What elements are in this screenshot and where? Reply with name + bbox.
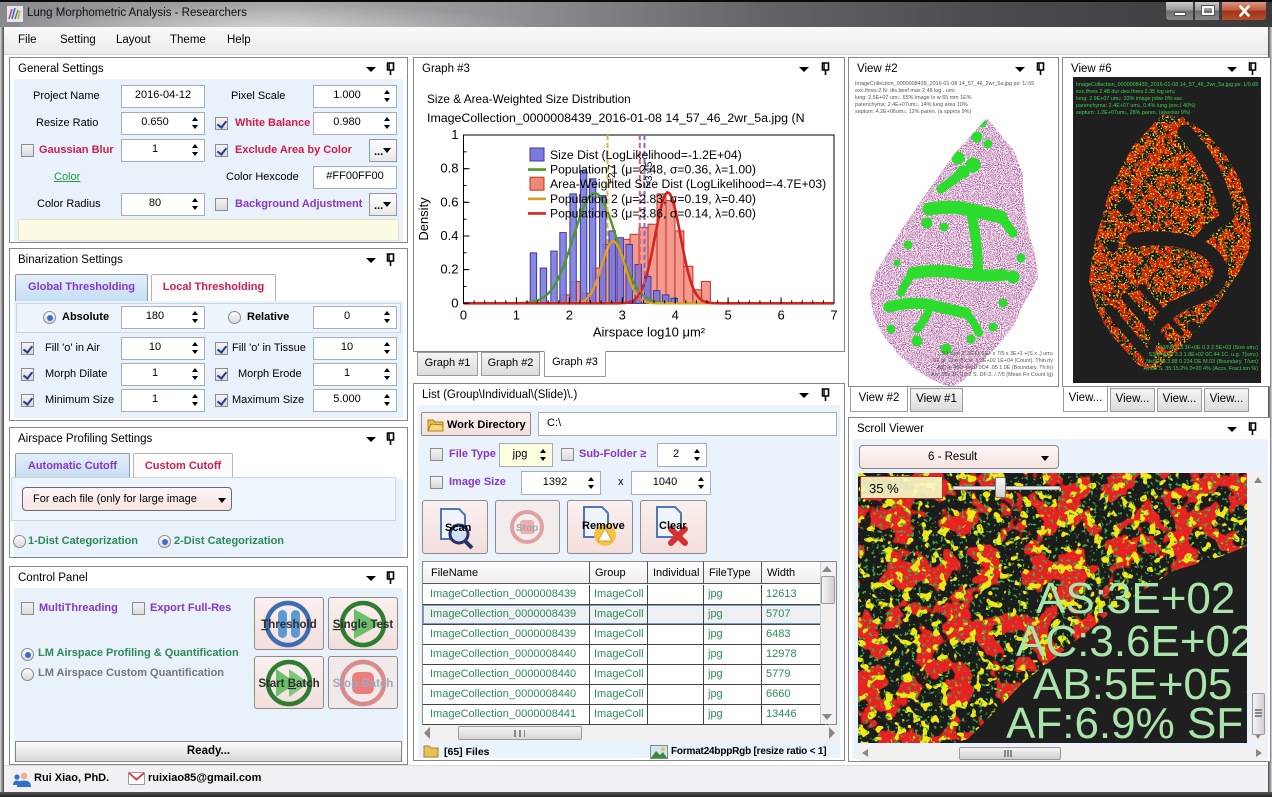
svg-text:parenchyma: 2.4E+07um2, 14% lu: parenchyma: 2.4E+07um2, 14% lung area 10…: [855, 102, 968, 108]
svg-text:ImageCollection_0000008439_201: ImageCollection_0000008439_2016-01-08 14…: [1076, 82, 1258, 88]
svg-text:lung: 2.9E+07 um2, 33% image: lung: 2.9E+07 um2, 33% image jnbw 0% sac…: [1076, 96, 1184, 102]
svg-text:Av:80 S. 35:15.2% 0=20 4% (Acc: Av:80 S. 35:15.2% 0=20 4% (Accs. Fract.i…: [1143, 366, 1258, 372]
svg-text:0: 0: [451, 295, 458, 310]
svg-text:S3/0=4.02 3.3 1.8E+02 0C.44 1C: S3/0=4.02 3.3 1.8E+02 0C.44 1C. u.g. 7(u…: [1148, 352, 1258, 358]
svg-text:Remove: Remove: [582, 520, 625, 532]
svg-text:Single Test: Single Test: [333, 619, 394, 631]
svg-text:7: 7: [830, 307, 837, 322]
svg-text:parenchyma: 2.4E+07 um2, 0.4%: parenchyma: 2.4E+07 um2, 0.4% lung (exc.…: [1076, 103, 1196, 109]
svg-text:4: 4: [672, 307, 679, 322]
svg-text:AF:6.9% SF:13: AF:6.9% SF:13: [1006, 699, 1247, 743]
svg-text:Clear: Clear: [659, 520, 687, 532]
svg-text:Population 2 (μ=2.83, σ=0.19,: Population 2 (μ=2.83, σ=0.19, λ=0.40): [550, 192, 756, 206]
svg-text:Stop Batch: Stop Batch: [333, 678, 394, 690]
svg-text:2: 2: [566, 307, 573, 322]
svg-text:S2 gl: Che:0 x st .1 3E+02 1E: S2 gl: Che:0 x st .1 3E+02 1E+04 (Count)…: [933, 358, 1053, 364]
svg-text:Density: Density: [416, 197, 431, 241]
svg-text:0.6: 0.6: [440, 194, 458, 209]
svg-text:AC:3.6E+02 S: AC:3.6E+02 S: [1016, 617, 1247, 666]
svg-text:Scan: Scan: [445, 522, 472, 534]
svg-text:=3.45: =3.45: [644, 161, 655, 187]
svg-text:Stop: Stop: [516, 523, 538, 534]
svg-text:AB:ve 400 -9w:0 0O4 .05 1.0E (: AB:ve 400 -9w:0 0O4 .05 1.0E (Boundary. …: [938, 365, 1054, 371]
svg-text:lung: 2.5E+07 um2, 65% image: lung: 2.5E+07 um2, 65% image lo w 65 mm …: [855, 95, 972, 101]
svg-text:septum: 1.2E+07um2, 28% paren.: septum: 1.2E+07um2, 28% paren. (alveolar…: [1076, 110, 1191, 116]
svg-text:0.4: 0.4: [440, 228, 458, 243]
svg-text:Alv:.05v 3F: 15:2 S. DF:2. /.7: Alv:.05v 3F: 15:2 S. DF:2. /.7/5 (Mean F…: [931, 372, 1053, 378]
svg-text:6: 6: [777, 307, 784, 322]
svg-text:=2.7: =2.7: [607, 164, 618, 184]
svg-text:0.2: 0.2: [440, 262, 458, 277]
svg-text:Start Batch: Start Batch: [258, 678, 319, 690]
svg-text:septum: 4.2E+06um2, 12% paren.: septum: 4.2E+06um2, 12% paren. (a spprox…: [855, 109, 971, 115]
svg-text:Population 1 (μ=2.48, σ=0.36,: Population 1 (μ=2.48, σ=0.36, λ=1.00): [550, 163, 756, 177]
svg-text:1: 1: [451, 127, 458, 142]
svg-text:AS:3E+02 SS: AS:3E+02 SS: [1036, 574, 1247, 623]
svg-text:Ns5E+0.3.88 0.234 DE M.03 (Bou: Ns5E+0.3.88 0.234 DE M.03 (Boundary. T/u…: [1146, 359, 1258, 365]
svg-text:S3 dice 2. 3E+1.6E+ x 7/5 x 3E: S3 dice 2. 3E+1.6E+ x 7/5 x 3E+1 +(S x .…: [942, 351, 1054, 357]
svg-text:Airspace log10 μm²: Airspace log10 μm²: [593, 324, 706, 339]
svg-text:exc.thres:2 N- dis.beef max 2.: exc.thres:2 N- dis.beef max 2.48 log . u…: [855, 88, 956, 94]
svg-text:5: 5: [724, 307, 731, 322]
svg-text:S3/N0:2 3.3F+0E 0.3 2.5E+03 (S: S3/N0:2 3.3F+0E 0.3 2.5E+03 (Size um2): [1159, 345, 1258, 351]
svg-text:exc.thres 2.48 dur-des thres:2: exc.thres 2.48 dur-des thres:2.35 log um…: [1076, 89, 1176, 95]
svg-text:Threshold: Threshold: [261, 619, 317, 631]
svg-text:ImageCollection_0000008439_201: ImageCollection_0000008439_2016-01-08 14…: [855, 81, 1034, 87]
svg-text:Size Dist (LogLikelihood=-1.2E: Size Dist (LogLikelihood=-1.2E+04): [550, 148, 742, 162]
svg-text:Area-Weighted Size Dist (LogLi: Area-Weighted Size Dist (LogLikelihood=-…: [550, 177, 826, 191]
svg-text:Population 3 (μ=3.86, σ=0.14,: Population 3 (μ=3.86, σ=0.14, λ=0.60): [550, 206, 756, 220]
svg-text:0.8: 0.8: [440, 161, 458, 176]
svg-text:3: 3: [619, 307, 626, 322]
svg-text:0: 0: [460, 307, 467, 322]
svg-text:1: 1: [513, 307, 520, 322]
svg-text:AB:5E+05 SE: AB:5E+05 SE: [1033, 660, 1247, 709]
